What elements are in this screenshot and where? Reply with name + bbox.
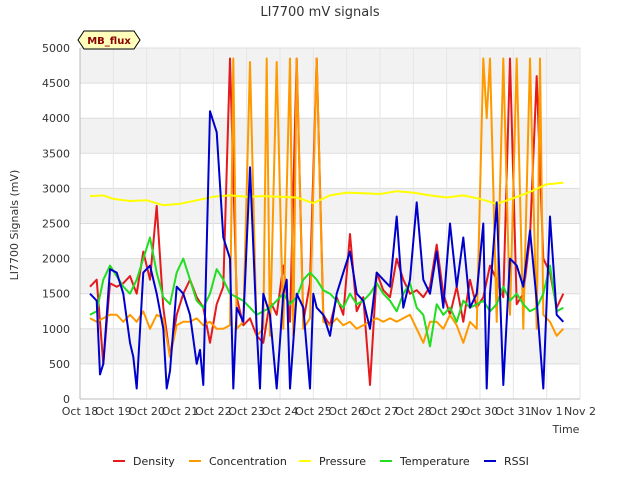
x-tick-label: Oct 25 xyxy=(295,405,332,418)
y-tick-label: 4000 xyxy=(42,112,70,125)
plot-band xyxy=(80,48,580,84)
plot-band xyxy=(80,118,580,154)
legend-item-pressure: Pressure xyxy=(299,455,366,468)
x-tick-label: Oct 18 xyxy=(62,405,99,418)
x-tick-label: Oct 28 xyxy=(395,405,432,418)
legend-item-rssi: RSSI xyxy=(484,455,529,468)
y-tick-label: 500 xyxy=(49,358,70,371)
x-axis-label: Time xyxy=(552,423,580,436)
legend-item-concentration: Concentration xyxy=(189,455,287,468)
x-tick-label: Oct 26 xyxy=(328,405,365,418)
y-tick-label: 3000 xyxy=(42,182,70,195)
legend-label: Concentration xyxy=(209,455,287,468)
x-tick-label: Oct 29 xyxy=(428,405,465,418)
x-tick-label: Oct 23 xyxy=(228,405,265,418)
x-tick-label: Oct 24 xyxy=(262,405,299,418)
y-tick-label: 2000 xyxy=(42,253,70,266)
x-tick-label: Oct 19 xyxy=(95,405,132,418)
x-tick-label: Oct 27 xyxy=(362,405,399,418)
series-line-rssi xyxy=(89,110,565,390)
legend-item-temperature: Temperature xyxy=(380,455,470,468)
series-lines xyxy=(89,57,565,390)
series-line-pressure xyxy=(89,181,564,207)
y-axis-label: LI7700 Signals (mV) xyxy=(8,170,21,281)
y-ticks: 0 500 1000 1500 2000 2500 3000 3500 4000 4500 5000 xyxy=(42,42,70,406)
y-tick-label: 3500 xyxy=(42,147,70,160)
x-tick-label: Oct 31 xyxy=(495,405,532,418)
legend-label: RSSI xyxy=(504,455,529,468)
badge-shape xyxy=(77,30,141,50)
legend-label: Temperature xyxy=(399,455,470,468)
y-tick-label: 2500 xyxy=(42,218,70,231)
legend-label: Density xyxy=(133,455,175,468)
y-tick-label: 1000 xyxy=(42,323,70,336)
mb-flux-badge: MB_flux xyxy=(77,30,141,50)
x-tick-label: Nov 1 xyxy=(531,405,563,418)
x-tick-label: Oct 22 xyxy=(195,405,232,418)
y-tick-label: 1500 xyxy=(42,288,70,301)
legend-item-density: Density xyxy=(113,455,175,468)
y-tick-label: 4500 xyxy=(42,77,70,90)
series-line-concentration xyxy=(89,57,565,358)
x-tick-label: Oct 21 xyxy=(162,405,199,418)
x-tick-label: Oct 30 xyxy=(462,405,499,418)
axes xyxy=(79,48,580,400)
y-tick-label: 5000 xyxy=(42,42,70,55)
chart-title: LI7700 mV signals xyxy=(260,5,379,20)
legend: Density Concentration Pressure Temperature R… xyxy=(113,455,529,468)
y-tick-label: 0 xyxy=(63,393,70,406)
legend-label: Pressure xyxy=(319,455,366,468)
x-tick-label: Oct 20 xyxy=(128,405,165,418)
badge-label: MB_flux xyxy=(87,36,131,47)
x-tick-label: Nov 2 xyxy=(564,405,596,418)
